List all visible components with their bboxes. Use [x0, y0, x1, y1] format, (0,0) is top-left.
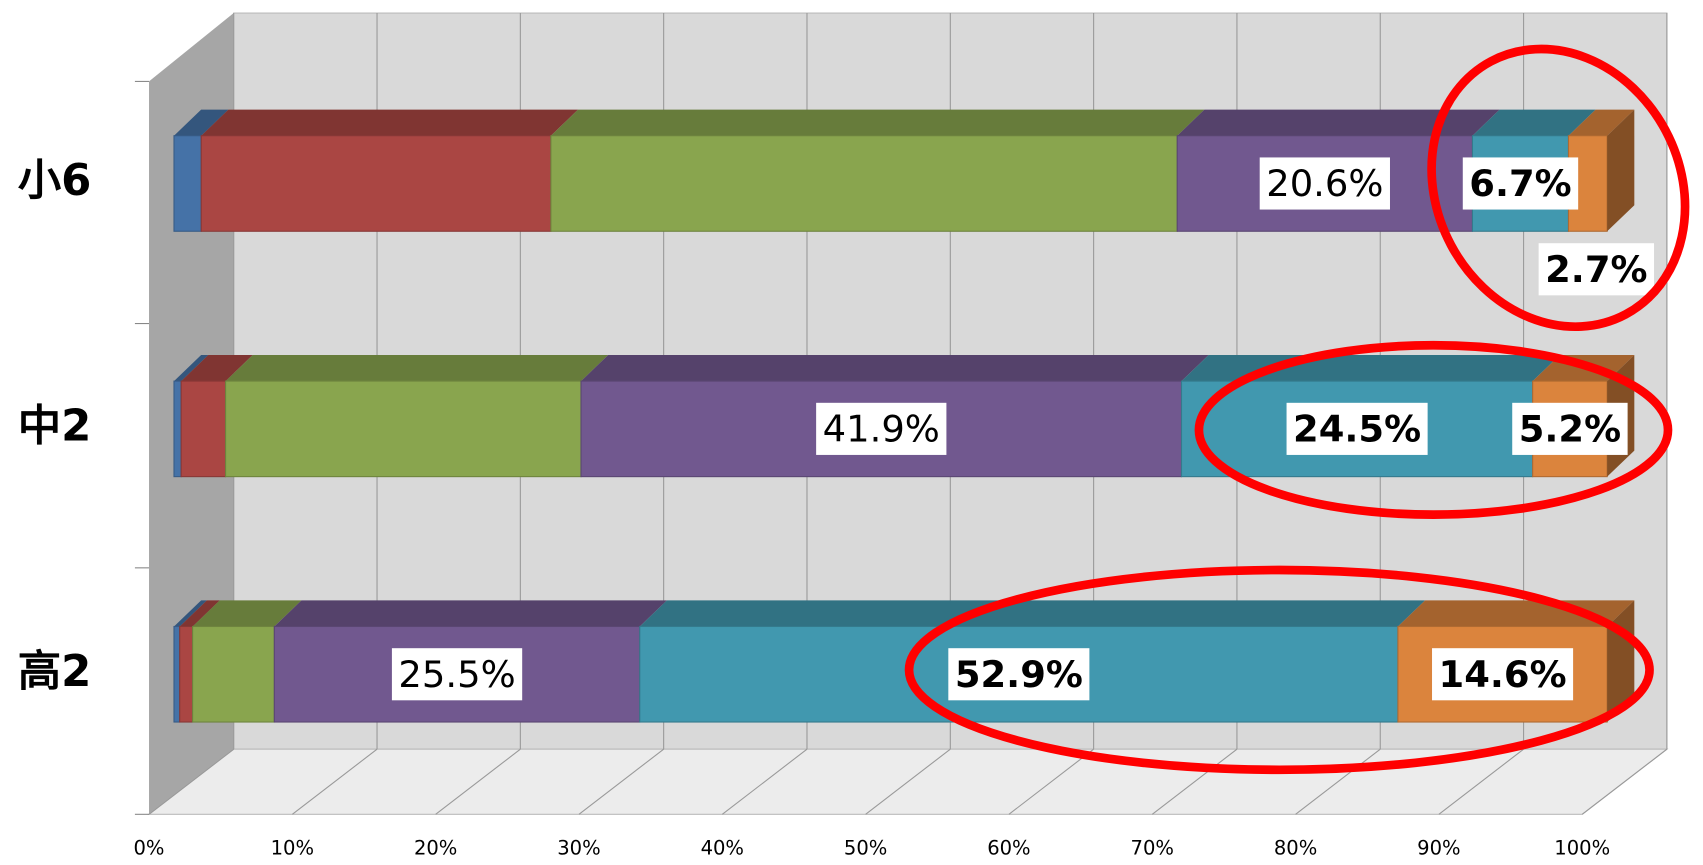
- bar-top: [192, 600, 302, 627]
- data-label-text: 41.9%: [823, 408, 940, 451]
- annotations: [904, 44, 1690, 775]
- data-label-text: 24.5%: [1293, 408, 1421, 451]
- label-box: [391, 648, 523, 701]
- data-label: 5.2%: [1512, 402, 1628, 455]
- bar-top: [639, 600, 1426, 627]
- grid-line: [148, 748, 235, 815]
- data-label: 2.7%: [1538, 243, 1655, 296]
- bar: [180, 380, 227, 478]
- grid-line: [1581, 748, 1668, 815]
- y-tick-label: 高2: [18, 647, 92, 697]
- data-label: 14.6%: [1432, 648, 1574, 701]
- grid-line: [292, 748, 378, 815]
- bar: [173, 625, 181, 723]
- bar-top: [181, 355, 253, 382]
- highlight-ellipse: [1427, 44, 1690, 332]
- bar-top: [1177, 109, 1500, 136]
- x-tick-label: 90%: [1417, 837, 1460, 860]
- grid-line: [578, 748, 664, 815]
- label-box: [1512, 402, 1628, 455]
- x-tick-label: 0%: [134, 837, 165, 860]
- data-label: 25.5%: [391, 648, 523, 701]
- bar: [200, 135, 552, 232]
- x-tick-label: 100%: [1554, 837, 1610, 860]
- bar-top: [179, 600, 220, 627]
- data-label: 41.9%: [816, 402, 947, 455]
- label-box: [1538, 243, 1655, 296]
- bar: [192, 625, 275, 723]
- y-tick-label: 小6: [18, 156, 92, 206]
- bar: [173, 135, 202, 232]
- x-tick-label: 60%: [987, 837, 1030, 860]
- x-tick-label: 50%: [844, 837, 887, 860]
- grid-line: [1438, 748, 1524, 815]
- data-label: 24.5%: [1286, 402, 1428, 455]
- data-label-text: 52.9%: [955, 653, 1083, 696]
- bar-top: [550, 109, 1205, 136]
- grid-line: [865, 748, 951, 815]
- bar: [550, 135, 1178, 232]
- bar-top: [1472, 109, 1596, 136]
- highlight-ellipse: [1194, 340, 1673, 519]
- bar-top: [1568, 109, 1635, 136]
- bar-top: [201, 109, 579, 136]
- data-label: 52.9%: [948, 648, 1090, 701]
- grid-line: [1295, 748, 1381, 815]
- bar-side: [1607, 109, 1635, 232]
- label-box: [816, 402, 947, 455]
- x-tick-label: 10%: [271, 837, 314, 860]
- data-label: 20.6%: [1259, 157, 1390, 210]
- label-box: [1286, 402, 1428, 455]
- x-tick-label: 70%: [1131, 837, 1174, 860]
- bar-top: [173, 355, 209, 382]
- highlight-ellipse: [904, 565, 1654, 775]
- bar-top: [1181, 355, 1560, 382]
- bar-top: [173, 109, 229, 136]
- bar-top: [274, 600, 667, 627]
- grid-line: [1008, 748, 1094, 815]
- x-tick-label: 20%: [414, 837, 457, 860]
- bar: [179, 625, 194, 723]
- x-tick-label: 40%: [701, 837, 744, 860]
- grid-line: [435, 748, 521, 815]
- grid-line: [721, 748, 808, 815]
- data-label-text: 2.7%: [1545, 248, 1647, 291]
- label-box: [1462, 157, 1579, 210]
- y-tick-label: 中2: [18, 401, 92, 451]
- bar: [225, 380, 582, 478]
- bar-top: [225, 355, 609, 382]
- x-tick-label: 30%: [557, 837, 600, 860]
- bar-top: [581, 355, 1209, 382]
- label-box: [1259, 157, 1390, 210]
- label-box: [948, 648, 1090, 701]
- bar-top: [173, 600, 207, 627]
- bar: [173, 380, 182, 478]
- x-tick-label: 80%: [1274, 837, 1317, 860]
- data-label-text: 14.6%: [1439, 653, 1567, 696]
- data-label-text: 5.2%: [1519, 408, 1621, 451]
- data-label: 6.7%: [1462, 157, 1579, 210]
- grid-line: [1151, 748, 1238, 815]
- data-label-text: 25.5%: [398, 653, 515, 696]
- data-label-text: 6.7%: [1469, 162, 1571, 205]
- data-label-text: 20.6%: [1266, 162, 1383, 205]
- label-box: [1432, 648, 1574, 701]
